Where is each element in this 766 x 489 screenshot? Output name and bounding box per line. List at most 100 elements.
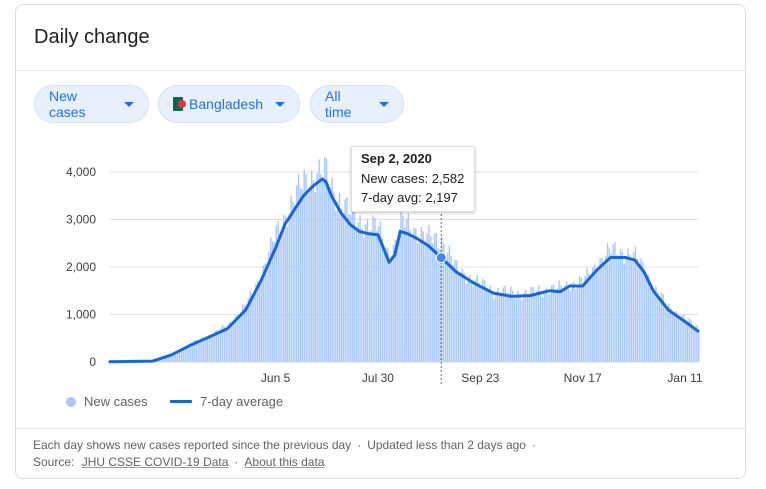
cases-bar [545,287,547,362]
cases-bar [404,227,406,362]
cases-bar [437,247,439,362]
cases-bar [201,337,203,362]
cases-bar [463,272,465,362]
cases-bar [212,335,214,362]
cases-bar [452,265,454,362]
cases-bar [541,297,544,362]
metric-dropdown[interactable]: New cases [34,85,149,123]
cases-bar [498,293,501,362]
cases-bar [565,281,568,362]
cases-bar [644,275,646,362]
cases-bar [586,267,588,362]
cases-bar [413,227,415,362]
cases-bar [353,210,356,362]
cases-bar [694,326,696,362]
cases-bar [480,285,482,362]
cases-bar [528,294,531,362]
cases-bar [331,178,333,362]
cases-bar [392,244,395,362]
x-tick-label: Nov 17 [564,371,602,385]
location-dropdown-label: Bangladesh [189,96,263,112]
cases-bar [554,290,557,362]
source-link[interactable]: JHU CSSE COVID-19 Data [81,455,229,469]
cases-bar [549,294,551,362]
chart-tooltip: Sep 2, 2020 New cases: 2,582 7-day avg: … [351,146,475,212]
cases-bar [305,174,307,362]
cases-bar [495,293,497,362]
average-line-path [108,177,700,364]
cases-bar [556,287,558,362]
cases-bar [584,275,586,362]
cases-bar [361,228,363,362]
cases-bar [323,156,326,362]
cases-bar [405,218,408,362]
cases-bar [679,319,681,362]
cases-bar [210,336,212,362]
cases-bar [162,357,164,362]
average-line-icon [170,400,192,403]
cases-bar [551,285,553,362]
cases-bar [344,199,346,362]
cases-bar [677,316,679,362]
cases-bar [580,277,583,362]
cases-bar [597,270,599,362]
legend-new-cases[interactable]: New cases [66,394,148,409]
cases-bar [631,261,633,362]
x-tick-label: Sep 23 [461,371,499,385]
cases-bar [247,298,250,362]
cases-bar [614,241,616,362]
cases-bar [216,329,218,362]
cases-bar [288,214,291,362]
cases-bar [645,278,648,362]
location-dropdown[interactable]: Bangladesh [158,85,300,123]
y-tick-label: 4,000 [66,165,96,179]
cases-bar [484,280,486,362]
cases-bar [675,311,678,362]
cases-bar [271,241,274,362]
cases-bar [329,187,331,362]
cases-bar [510,286,512,362]
cases-bar [195,340,197,362]
source-label: Source: [33,455,75,469]
legend-seven-day-average[interactable]: 7-day average [170,394,283,409]
cases-bar [523,292,525,362]
cases-bar [688,318,691,362]
cases-bar [402,215,404,362]
cases-bar [450,256,452,362]
range-dropdown[interactable]: All time [310,85,404,123]
cases-bar [698,329,700,362]
cases-bar [564,285,566,362]
y-tick-label: 1,000 [66,308,96,322]
cases-bar [322,176,324,362]
cases-bar [257,280,259,362]
cases-bar [502,287,505,362]
cases-bar [552,284,555,362]
footer-source: Source: JHU CSSE COVID-19 Data · About thi… [33,455,325,469]
cases-bar [390,261,393,362]
cases-bar [573,281,575,362]
cases-bar [169,355,171,362]
cases-bar [567,288,570,362]
cases-bar [435,233,438,362]
cases-bar [623,263,625,362]
cases-bar [627,248,629,362]
cases-bar [238,317,240,362]
cases-bar [217,331,220,362]
cases-bar [219,328,222,362]
cases-bar [534,294,536,362]
cases-bar [320,174,322,362]
cases-bar [262,265,264,362]
cases-bar [428,224,430,362]
cases-bar [389,263,391,362]
cases-bar [562,290,564,362]
cases-bar [658,297,661,362]
cases-bar [465,283,467,362]
cases-bar [204,339,207,362]
cases-bar [461,269,464,362]
cases-bar [422,231,425,362]
cases-bar [577,285,579,362]
about-data-link[interactable]: About this data [244,455,325,469]
cases-bar [476,274,478,362]
cases-bar [294,205,296,362]
